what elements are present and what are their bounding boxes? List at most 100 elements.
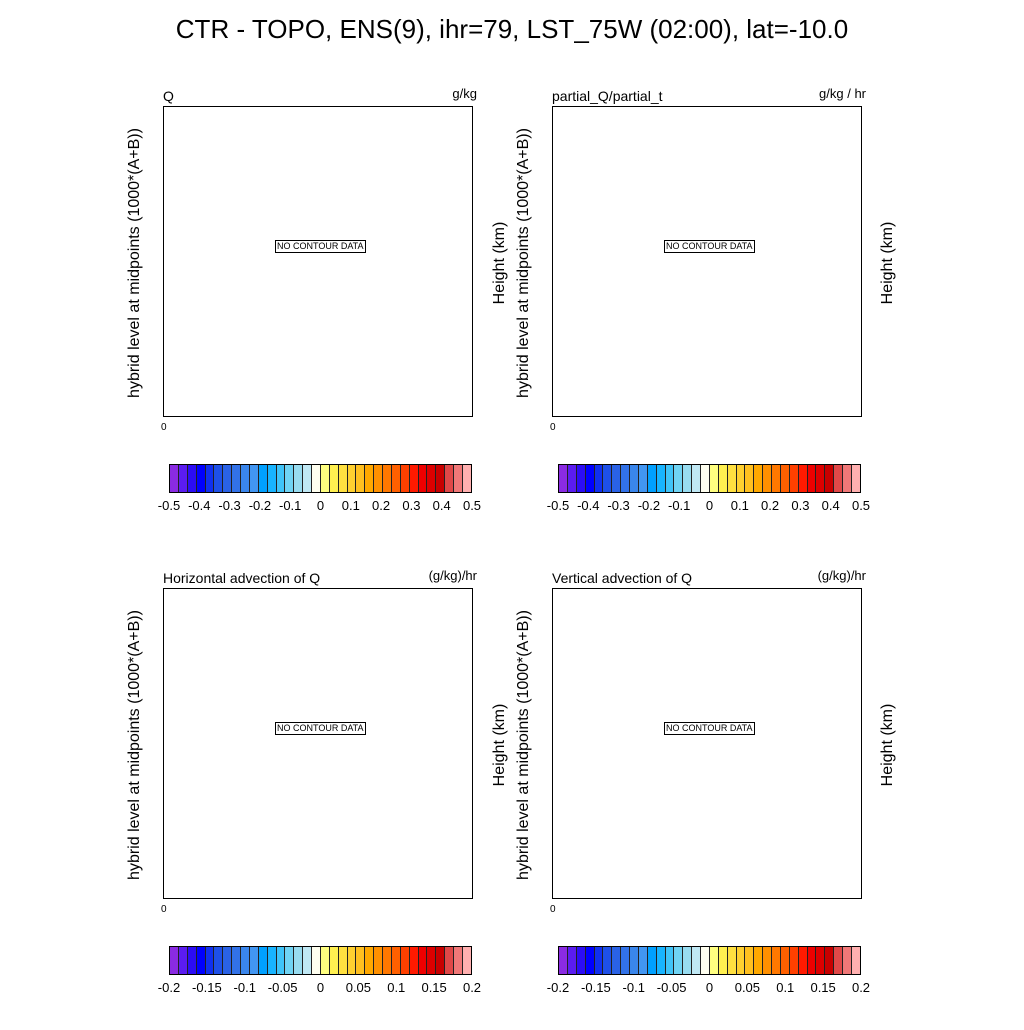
colorbar-swatch <box>559 465 568 492</box>
y-axis-label-right: Height (km) <box>879 703 896 787</box>
colorbar-tick-label: 0.4 <box>821 498 840 513</box>
colorbar-swatch <box>223 465 233 492</box>
colorbar-tick-label: -0.1 <box>622 980 645 995</box>
colorbar-swatch <box>754 465 764 492</box>
colorbar-swatch <box>807 947 817 974</box>
colorbar-swatch <box>267 947 277 974</box>
colorbar-tick-label: -0.2 <box>546 980 570 995</box>
x-tick-label: 0 <box>161 422 167 433</box>
colorbar-swatch <box>603 465 613 492</box>
colorbar-swatch <box>647 465 657 492</box>
colorbar-swatch <box>365 947 375 974</box>
colorbar-tick-label: -0.05 <box>656 980 687 995</box>
colorbar-tick-label: 0.2 <box>761 498 780 513</box>
colorbar-tick-label: 0 <box>705 980 714 995</box>
colorbar-labels: -0.5 -0.4 -0.3 -0.2 -0.1 0 0.1 0.2 0.3 0.4 0.5 <box>547 498 870 514</box>
colorbar-swatch <box>436 947 446 974</box>
colorbar-swatch <box>603 947 613 974</box>
colorbar-tick-label: 0 <box>316 980 325 995</box>
plot-area <box>163 588 473 899</box>
panel-q: Q g/kg NO CONTOUR DATA 0 hybrid level at… <box>126 86 553 548</box>
colorbar-swatch <box>621 465 630 492</box>
colorbar-swatch <box>559 947 568 974</box>
colorbar-swatch <box>709 465 719 492</box>
colorbar-swatch <box>851 947 860 974</box>
colorbar-swatch <box>656 947 666 974</box>
y-axis-label-right: Height (km) <box>491 703 508 787</box>
panel-horizontal-advection: Horizontal advection of Q (g/kg)/hr NO C… <box>126 568 553 1030</box>
colorbar-swatch <box>338 465 348 492</box>
colorbar-tick-label: 0 <box>316 498 325 513</box>
colorbar-tick-label: 0.5 <box>462 498 482 513</box>
colorbar-tick-label: 0.3 <box>791 498 810 513</box>
colorbar-swatch <box>383 947 392 974</box>
colorbar-tick-label: -0.2 <box>248 498 272 513</box>
colorbar-swatch <box>338 947 348 974</box>
colorbar-swatch <box>223 947 233 974</box>
colorbar-tick-label: 0.05 <box>345 980 372 995</box>
colorbar-tick-label: -0.3 <box>218 498 241 513</box>
colorbar-swatch <box>205 947 215 974</box>
colorbar-swatch <box>294 465 304 492</box>
colorbar-swatch <box>789 465 799 492</box>
colorbar-tick-label: 0.1 <box>387 980 406 995</box>
colorbar-swatch <box>400 947 410 974</box>
colorbar-swatch <box>356 947 366 974</box>
colorbar-swatch <box>763 465 772 492</box>
x-tick-label: 0 <box>161 904 167 915</box>
colorbar-swatch <box>709 947 719 974</box>
panel-title: Vertical advection of Q <box>552 570 693 586</box>
colorbar-swatch <box>187 947 197 974</box>
colorbar-swatch <box>391 947 401 974</box>
colorbar-swatch <box>736 947 746 974</box>
colorbar-labels: -0.2 -0.15 -0.1 -0.05 0 0.05 0.1 0.15 0.2 <box>158 980 481 996</box>
colorbar-swatch <box>303 465 312 492</box>
colorbar-swatch <box>249 465 259 492</box>
colorbar-swatch <box>409 465 419 492</box>
colorbar-swatch <box>178 465 188 492</box>
colorbar-swatch <box>170 947 179 974</box>
colorbar-swatch <box>807 465 817 492</box>
colorbar-tick-label: -0.2 <box>157 980 181 995</box>
colorbar-swatch <box>638 465 648 492</box>
colorbar-swatch <box>630 465 639 492</box>
colorbar-swatch <box>196 947 206 974</box>
colorbar-swatch <box>312 947 321 974</box>
colorbar-swatch <box>214 465 224 492</box>
colorbar-swatch <box>745 947 755 974</box>
colorbar-labels: -0.5 -0.4 -0.3 -0.2 -0.1 0 0.1 0.2 0.3 0.4 0.5 <box>158 498 481 514</box>
panel-title: partial_Q/partial_t <box>552 88 663 104</box>
colorbar-swatch <box>320 947 330 974</box>
colorbar-swatch <box>834 947 843 974</box>
panel-units: g/kg / hr <box>819 86 866 101</box>
colorbar-swatch <box>383 465 392 492</box>
colorbar-swatch <box>276 465 286 492</box>
colorbar-tick-label: 0.5 <box>851 498 871 513</box>
colorbar-swatch <box>798 465 808 492</box>
colorbar-swatch <box>249 947 259 974</box>
colorbar-swatch <box>418 947 428 974</box>
x-axis-tick <box>552 588 553 593</box>
colorbar-swatch <box>701 465 710 492</box>
plot-area <box>163 106 473 417</box>
colorbar-swatch <box>196 465 206 492</box>
colorbar-swatch <box>205 465 215 492</box>
colorbar-swatch <box>745 465 755 492</box>
colorbar-swatch <box>585 947 595 974</box>
no-data-message: NO CONTOUR DATA <box>275 722 366 735</box>
colorbar-tick-label: 0.1 <box>776 980 795 995</box>
colorbar-swatch <box>656 465 666 492</box>
colorbar-swatch <box>727 947 737 974</box>
colorbar-swatch <box>427 947 437 974</box>
colorbar-swatch <box>630 947 639 974</box>
colorbar-swatch <box>285 465 295 492</box>
panel-dq-dt: partial_Q/partial_t g/kg / hr NO CONTOUR… <box>515 86 942 548</box>
colorbar-swatch <box>674 947 684 974</box>
colorbar-swatch <box>585 465 595 492</box>
y-axis-label-right: Height (km) <box>879 221 896 305</box>
colorbar-swatch <box>391 465 401 492</box>
colorbar-swatch <box>638 947 648 974</box>
colorbar-swatch <box>418 465 428 492</box>
colorbar-swatch <box>674 465 684 492</box>
colorbar-swatch <box>834 465 843 492</box>
